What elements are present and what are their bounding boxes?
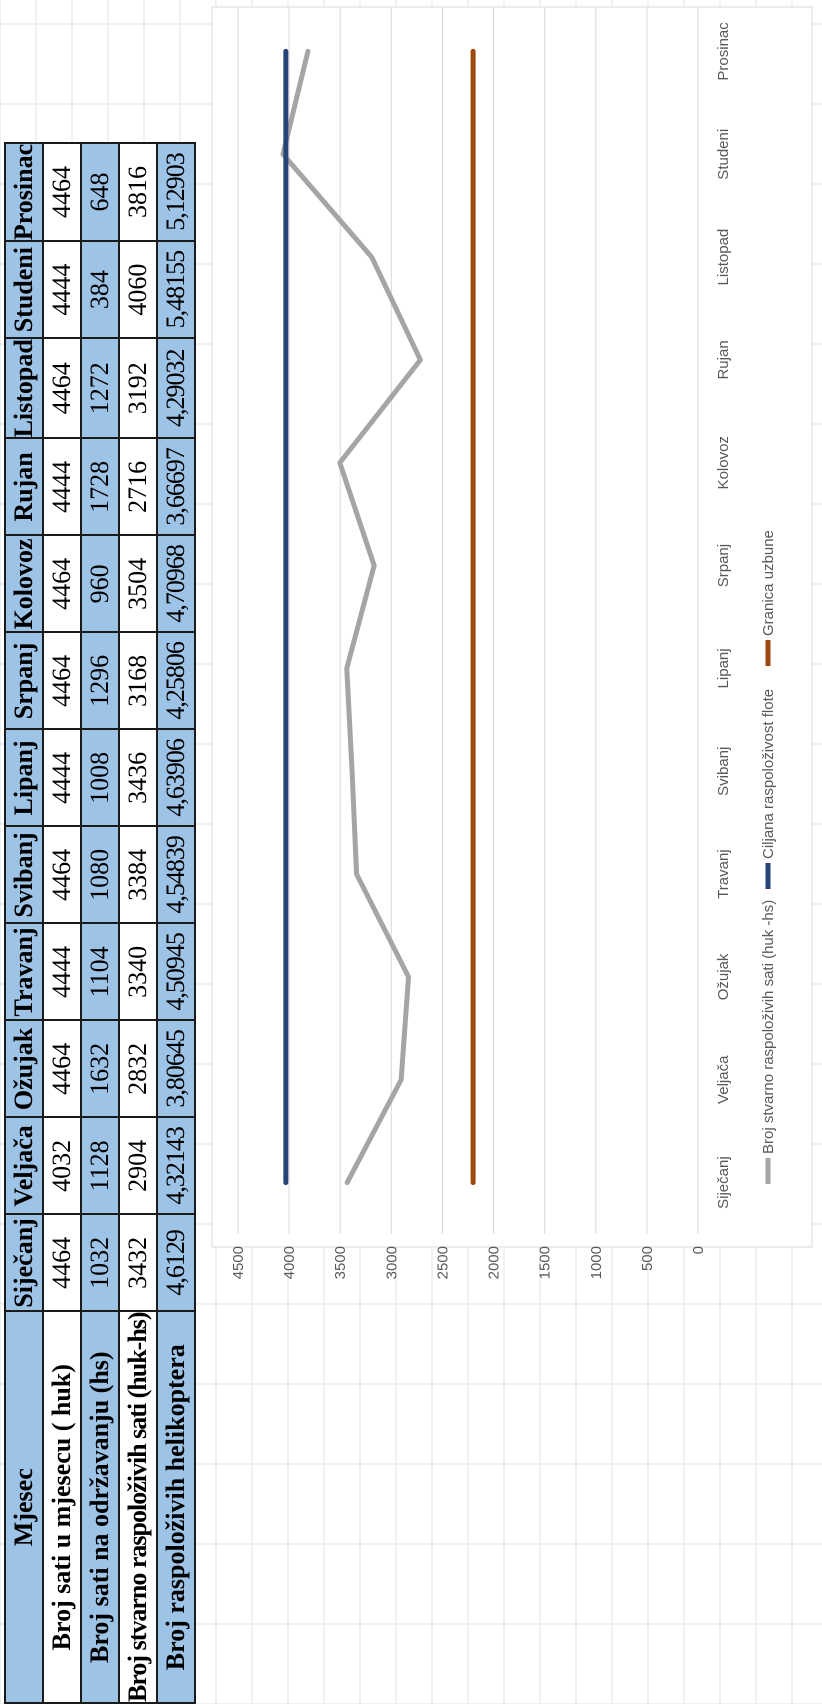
legend-label: Ciljana raspoloživost flote [760,689,777,859]
x-tick-label: Siječanj [715,1156,732,1209]
x-tick-label: Rujan [715,340,732,379]
x-tick-label: Kolovoz [715,436,732,489]
y-tick-label: 4500 [230,1246,247,1279]
y-tick-label: 4000 [281,1246,298,1279]
x-tick-label: Travanj [715,849,732,898]
y-tick-label: 0 [690,1246,707,1254]
x-tick-label: Prosinac [715,22,732,81]
x-tick-label: Svibanj [715,747,732,796]
x-tick-label: Lipanj [715,648,732,688]
y-tick-label: 500 [639,1246,656,1271]
x-tick-label: Studeni [715,129,732,180]
legend-label: Broj stvarno raspoloživih sati (huk -hs) [760,900,777,1154]
y-tick-label: 3000 [383,1246,400,1279]
chart-area [211,6,813,1248]
series-line-1 [280,48,423,1186]
y-tick-label: 2000 [486,1246,503,1279]
legend-label: Granica uzbune [760,530,777,636]
x-tick-label: Ožujak [715,953,732,1000]
y-tick-label: 1000 [588,1246,605,1279]
x-tick-label: Veljača [715,1055,732,1104]
y-tick-label: 2500 [434,1246,451,1279]
x-tick-label: Srpanj [715,544,732,587]
y-tick-label: 1500 [537,1246,554,1279]
x-tick-label: Listopad [715,229,732,286]
y-tick-label: 3500 [332,1246,349,1279]
